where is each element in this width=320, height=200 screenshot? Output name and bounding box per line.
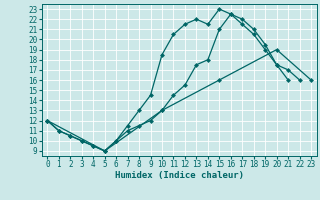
- X-axis label: Humidex (Indice chaleur): Humidex (Indice chaleur): [115, 171, 244, 180]
